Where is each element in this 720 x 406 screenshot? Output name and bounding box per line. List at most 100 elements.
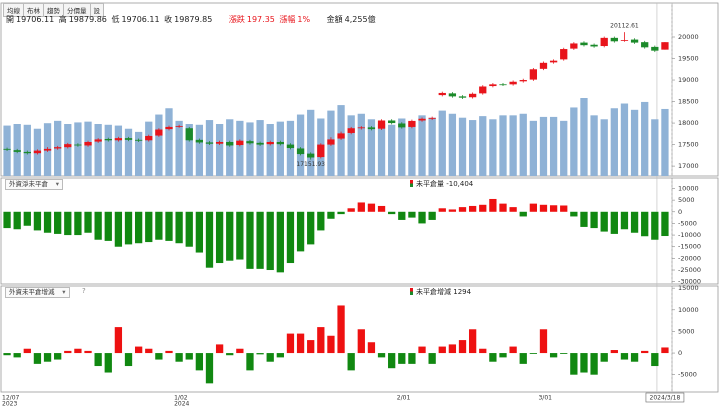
bar	[13, 353, 21, 358]
bar	[256, 211, 264, 269]
candle-body	[448, 93, 457, 97]
volume-bar	[600, 119, 608, 176]
bar	[145, 211, 153, 243]
candle-body	[33, 150, 42, 154]
bar	[33, 353, 42, 364]
toolbar: 均線 布林 趨勢 分價量 設	[3, 3, 104, 17]
candle-body	[651, 46, 659, 51]
bar	[54, 353, 62, 360]
candle-body	[266, 142, 274, 145]
bar	[418, 346, 426, 354]
candle-body	[489, 84, 497, 87]
indicator-select[interactable]: 外資淨未平倉	[5, 179, 63, 190]
y-tick-label: -10000	[678, 231, 701, 239]
bar	[489, 353, 497, 362]
tab[interactable]: 布林	[24, 4, 44, 16]
bar	[215, 211, 224, 264]
legend: 未平倉增減 1294	[410, 287, 471, 297]
candle-body	[560, 49, 568, 60]
tab[interactable]: 趨勢	[44, 4, 64, 16]
bar	[408, 211, 416, 218]
bar	[226, 211, 234, 261]
bar	[661, 211, 669, 237]
bar	[570, 211, 578, 217]
tab[interactable]: 均線	[4, 4, 24, 16]
volume-bar	[94, 124, 102, 176]
volume-bar	[175, 120, 183, 176]
indicator-select[interactable]: 外資未平倉增減	[5, 287, 70, 298]
bar	[539, 329, 548, 354]
bar	[104, 353, 112, 373]
bar	[276, 211, 284, 273]
y-tick-label: 19500	[678, 55, 699, 63]
volume-bar	[428, 117, 436, 176]
bar	[438, 346, 446, 354]
bar	[155, 353, 163, 360]
candle-body	[377, 120, 386, 129]
bar	[641, 350, 649, 354]
bar	[84, 350, 92, 354]
value: 197.35	[246, 15, 275, 24]
candle-body	[357, 127, 365, 129]
tab[interactable]: 設	[93, 7, 101, 15]
y-tick-label: 5000	[678, 196, 695, 204]
panel-frame	[0, 177, 719, 285]
bar	[84, 211, 92, 233]
x-tick-label: 12/07	[2, 395, 19, 402]
volume-bar	[276, 121, 284, 176]
bar	[641, 211, 649, 237]
bar	[610, 350, 618, 354]
bar	[195, 353, 204, 371]
candle-body	[610, 37, 618, 42]
candle-body	[114, 138, 123, 141]
y-tick-label: 0	[678, 208, 682, 216]
bar	[357, 202, 365, 212]
candle-body	[519, 80, 527, 82]
tab[interactable]: 分價量	[64, 4, 91, 16]
bar	[651, 211, 659, 240]
volume-bar	[458, 117, 467, 176]
y-tick-label: -25000	[678, 266, 701, 274]
legend-value: -10,404	[446, 180, 474, 188]
bar	[74, 348, 82, 354]
bar	[205, 353, 214, 384]
volume-bar	[357, 113, 365, 176]
volume-bar	[509, 115, 517, 176]
candle-body	[185, 128, 193, 141]
bar	[134, 211, 143, 244]
bar	[539, 204, 548, 212]
quote-info: 開 19706.11 高 19879.86 低 19706.11 收 19879.85 …	[6, 14, 378, 25]
bar	[580, 353, 588, 373]
volume-bar	[205, 120, 214, 176]
candle-body	[438, 92, 446, 96]
candle-body	[236, 140, 244, 146]
y-tick-label: 10000	[678, 184, 699, 192]
bar	[367, 342, 376, 354]
bar	[205, 211, 214, 268]
volume-bar	[499, 115, 507, 176]
volume-bar	[104, 124, 112, 176]
volume-bar	[347, 115, 355, 176]
y-tick-label: 18000	[678, 119, 699, 127]
candle-body	[428, 117, 436, 119]
help[interactable]: ?	[82, 287, 86, 295]
label: 開	[6, 15, 14, 24]
bar	[296, 333, 305, 354]
candle-body	[570, 43, 578, 49]
bar	[33, 211, 42, 231]
volume-bar	[630, 109, 639, 176]
bar	[519, 211, 527, 217]
volume-bar	[438, 110, 446, 176]
bar	[185, 353, 193, 360]
candle-body	[54, 147, 62, 149]
volume-bar	[590, 115, 598, 176]
bar	[458, 340, 467, 354]
candle-body	[246, 141, 254, 144]
volume-bar	[23, 124, 31, 176]
bar	[377, 353, 386, 358]
bar	[246, 353, 254, 371]
candle-body	[479, 86, 487, 94]
candle-body	[549, 60, 558, 63]
bar	[448, 209, 457, 212]
candle-body	[195, 139, 204, 143]
